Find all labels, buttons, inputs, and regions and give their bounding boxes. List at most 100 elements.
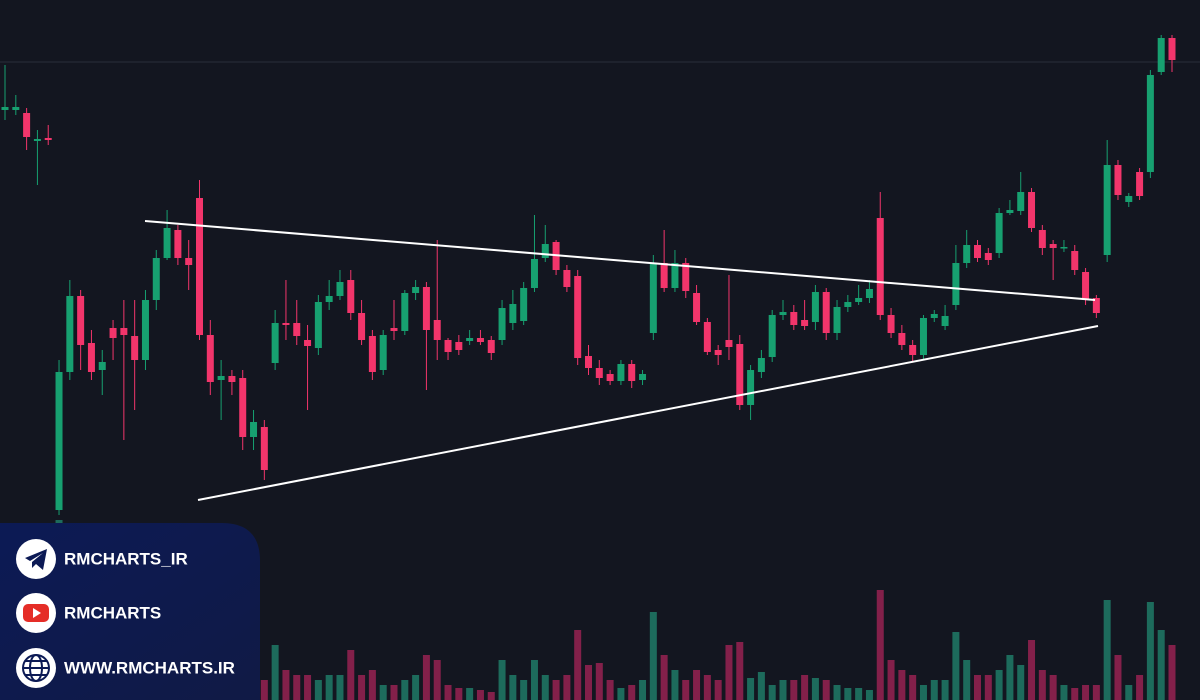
candle-body: [314, 302, 322, 348]
candle-body: [1103, 165, 1111, 255]
candle-body: [1017, 192, 1025, 211]
volume-bar: [1082, 685, 1090, 700]
volume-bar: [325, 675, 333, 700]
volume-bar: [541, 675, 549, 700]
panel-background: [0, 523, 260, 700]
candle-body: [55, 372, 63, 510]
volume-bar: [660, 655, 668, 700]
candle-body: [260, 427, 268, 470]
candle-body: [703, 322, 711, 352]
candle-body: [206, 335, 214, 382]
candle-body: [77, 296, 85, 345]
candle-body: [33, 139, 41, 141]
candle-body: [466, 338, 474, 341]
candle-body: [1092, 298, 1100, 313]
volume-bar: [1146, 602, 1154, 700]
candle-body: [541, 244, 549, 258]
volume-bar: [876, 590, 884, 700]
candle-body: [368, 336, 376, 372]
candle-body: [941, 316, 949, 326]
candle-body: [844, 302, 852, 307]
candle-body: [898, 333, 906, 345]
candle-body: [811, 292, 819, 322]
candle-body: [736, 344, 744, 405]
volume-bar: [347, 650, 355, 700]
candle-body: [671, 263, 679, 288]
volume-bar: [606, 680, 614, 700]
candle-body: [120, 328, 128, 335]
candle-body: [606, 374, 614, 381]
candle-body: [865, 289, 873, 298]
candle-body: [239, 378, 247, 437]
candle-body: [790, 312, 798, 325]
volume-bar: [476, 690, 484, 700]
volume-bar: [736, 642, 744, 700]
candle-body: [1060, 247, 1068, 249]
volume-bar: [390, 685, 398, 700]
candle-body: [444, 340, 452, 352]
telegram-plane: [25, 549, 47, 570]
volume-bar: [833, 685, 841, 700]
volume-bar: [887, 660, 895, 700]
volume-bar: [725, 645, 733, 700]
candle-body: [930, 314, 938, 318]
volume-bar: [487, 692, 495, 700]
candle-body: [1168, 38, 1176, 60]
volume-bar: [790, 680, 798, 700]
candle-body: [390, 328, 398, 331]
candle-body: [1071, 251, 1079, 270]
volume-bar: [747, 678, 755, 700]
candle-body: [412, 287, 420, 293]
candle-body: [228, 376, 236, 382]
candle-body: [909, 345, 917, 355]
candle-body: [455, 342, 463, 350]
candle-body: [401, 293, 409, 331]
volume-bar: [801, 675, 809, 700]
candles: [1, 35, 1176, 515]
volume-bar: [336, 675, 344, 700]
candle-body: [1049, 244, 1057, 248]
candle-body: [855, 298, 863, 302]
candle-body: [919, 318, 927, 355]
candle-body: [1028, 192, 1036, 228]
volume-bar: [984, 675, 992, 700]
volume-bar: [1017, 665, 1025, 700]
volume-bar: [1006, 655, 1014, 700]
volume-bar: [757, 672, 765, 700]
volume-bar: [379, 685, 387, 700]
volume-bar: [768, 685, 776, 700]
candle-body: [984, 253, 992, 260]
candle-body: [1157, 38, 1165, 72]
candle-body: [1038, 230, 1046, 248]
candle-body: [152, 258, 160, 300]
volume-bar: [509, 675, 517, 700]
candle-body: [217, 376, 225, 380]
candle-body: [163, 228, 171, 258]
volume-bar: [703, 675, 711, 700]
candle-body: [379, 335, 387, 370]
volume-bar: [433, 660, 441, 700]
volume-bar: [358, 675, 366, 700]
candle-body: [358, 313, 366, 340]
volume-bar: [401, 680, 409, 700]
candle-body: [12, 107, 20, 110]
candle-body: [325, 296, 333, 302]
volume-bar: [909, 675, 917, 700]
volume-bar: [1103, 600, 1111, 700]
volume-bar: [595, 663, 603, 700]
volume-bar: [520, 680, 528, 700]
volume-bar: [617, 688, 625, 700]
volume-bar: [498, 660, 506, 700]
volume-bar: [995, 670, 1003, 700]
candle-body: [833, 307, 841, 333]
volume-bar: [1028, 640, 1036, 700]
volume-bar: [639, 680, 647, 700]
volume-bar: [466, 688, 474, 700]
volume-bar: [649, 612, 657, 700]
candle-body: [196, 198, 203, 335]
candle-body: [639, 374, 647, 380]
globe: [22, 654, 50, 682]
candle-body: [185, 258, 193, 265]
candle-body: [271, 323, 279, 363]
